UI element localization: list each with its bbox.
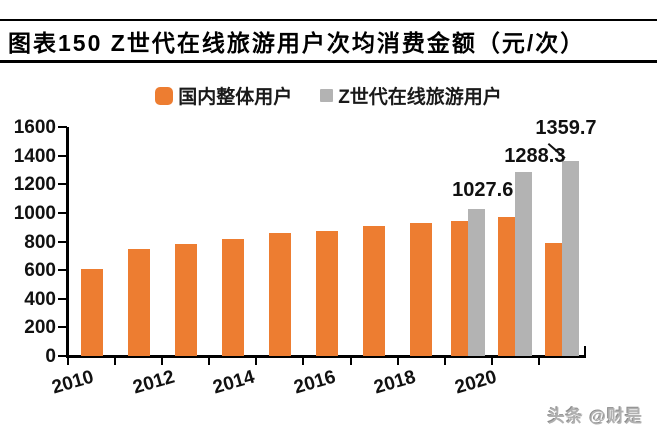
y-axis-tick xyxy=(58,355,67,357)
title-underline xyxy=(0,60,657,63)
bar-value-label: 1359.7 xyxy=(535,117,597,140)
bar-s0-2011 xyxy=(127,248,150,356)
x-axis-tick xyxy=(302,357,305,365)
bar-s0-2012 xyxy=(174,244,197,356)
x-axis-tick-label: 2010 xyxy=(49,366,97,399)
x-axis-tick xyxy=(349,357,352,365)
bar-s0-2019 xyxy=(498,217,516,356)
legend-swatch-gray xyxy=(320,89,334,102)
x-axis-tick xyxy=(255,357,258,365)
y-axis-line xyxy=(66,127,69,358)
x-axis-tick-label: 2016 xyxy=(291,366,338,399)
watermark: 头条 @财是 xyxy=(547,407,643,426)
chart-legend: 国内整体用户 Z世代在线旅游用户 xyxy=(0,82,657,109)
legend-label-domestic-users: 国内整体用户 xyxy=(178,87,293,108)
y-axis-tick xyxy=(58,126,67,128)
x-axis-tick xyxy=(490,357,493,365)
y-axis-tick-label: 1200 xyxy=(13,174,56,196)
bar-s0-2016 xyxy=(363,226,386,356)
bar-value-label: 1027.6 xyxy=(452,178,514,201)
bar-s0-2013 xyxy=(221,239,244,356)
x-axis-tick xyxy=(67,357,69,365)
x-axis-tick xyxy=(161,357,164,365)
y-axis-tick xyxy=(58,183,67,186)
bar-s0-2010 xyxy=(80,268,103,356)
y-axis-tick-label: 0 xyxy=(45,346,56,367)
y-axis-tick xyxy=(58,297,67,300)
bar-s0-2018 xyxy=(451,220,469,356)
bar-value-label: 1288.3 xyxy=(504,144,566,167)
legend-label-genz-users: Z世代在线旅游用户 xyxy=(338,87,502,108)
x-axis-tick-label: 2012 xyxy=(130,366,177,399)
y-axis-tick-label: 1600 xyxy=(13,117,56,138)
x-axis-tick xyxy=(443,357,446,365)
x-axis-tick-label: 2018 xyxy=(371,366,419,399)
y-axis-tick xyxy=(58,326,67,329)
x-axis-tick xyxy=(584,346,586,356)
y-axis-tick xyxy=(58,269,67,272)
x-axis-tick xyxy=(208,357,211,365)
y-axis-tick xyxy=(58,240,67,243)
y-axis-tick-label: 1000 xyxy=(13,202,56,224)
y-axis-tick-label: 200 xyxy=(24,317,56,339)
bar-s0-2020 xyxy=(545,242,563,356)
y-axis-tick-label: 1400 xyxy=(13,145,56,167)
y-axis-tick xyxy=(58,211,67,214)
x-axis-tick-label: 2020 xyxy=(452,366,499,399)
bar-s1-2019 xyxy=(515,171,533,356)
bar-s1-2020 xyxy=(562,161,580,356)
x-axis-tick xyxy=(396,357,399,365)
legend-item-domestic-users: 国内整体用户 xyxy=(155,82,292,109)
bar-s0-2017 xyxy=(410,222,433,356)
x-axis-tick-label: 2014 xyxy=(210,366,258,399)
x-axis-line xyxy=(66,355,586,358)
x-axis-tick xyxy=(114,357,117,365)
bar-s1-2018 xyxy=(468,208,486,356)
x-axis-tick xyxy=(537,357,540,365)
bar-s0-2014 xyxy=(268,232,291,356)
y-axis-tick-label: 800 xyxy=(24,231,56,253)
legend-item-genz-users: Z世代在线旅游用户 xyxy=(320,82,502,109)
bar-s0-2015 xyxy=(316,230,338,356)
y-axis-tick xyxy=(58,154,67,157)
chart-title: 图表150 Z世代在线旅游用户次均消费金额（元/次） xyxy=(8,30,586,56)
top-rule xyxy=(0,19,657,21)
y-axis-tick-label: 400 xyxy=(24,288,56,310)
y-axis-tick-label: 600 xyxy=(24,260,56,282)
legend-swatch-orange xyxy=(155,86,174,105)
